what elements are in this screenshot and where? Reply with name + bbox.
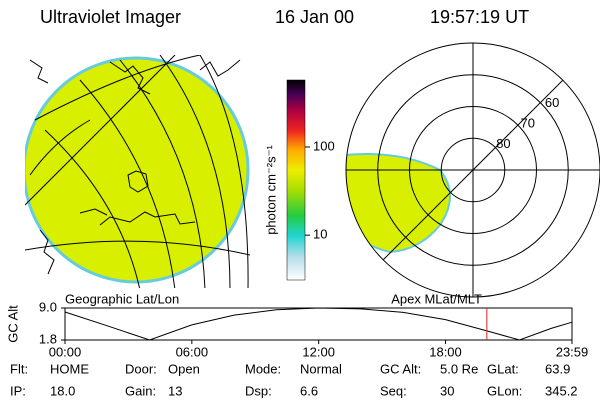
coastline [39, 229, 55, 275]
coastline [109, 61, 151, 95]
status-label: Mode: [245, 361, 281, 376]
lat-label: 80 [496, 136, 510, 151]
status-value: 30 [440, 383, 454, 398]
status-label: GLon: [487, 383, 522, 398]
status-label: Gain: [125, 383, 156, 398]
ring [409, 106, 537, 234]
y-tick-label: 1.8 [39, 331, 57, 346]
coastline [29, 59, 49, 84]
status-label: Seq: [380, 383, 407, 398]
ring [377, 74, 569, 266]
status-label: Door: [125, 361, 157, 376]
status-label: Dsp: [245, 383, 272, 398]
lon-line [44, 129, 141, 288]
color-bar-label: photon cm⁻²s⁻¹ [263, 145, 278, 235]
status-value: Open [168, 361, 200, 376]
polar-grid: 807060126018 [345, 42, 600, 298]
status-label: GC Alt: [380, 361, 421, 376]
lon-line [159, 55, 231, 288]
polar-image [346, 153, 451, 254]
status-label: IP: [10, 383, 26, 398]
altitude-label: GC Alt [5, 305, 20, 343]
time: 19:57:19 UT [430, 7, 529, 27]
altitude-curve [64, 307, 573, 341]
lat-line [25, 240, 250, 256]
status-value: 18.0 [50, 383, 75, 398]
status-value: 5.0 Re [440, 361, 478, 376]
ring [345, 42, 600, 298]
lon-line [25, 55, 176, 206]
geo-title: Geographic Lat/Lon [65, 291, 179, 306]
status-value: 13 [168, 383, 182, 398]
geo-image [25, 55, 250, 288]
x-tick-label: 00:00 [49, 344, 82, 359]
lat-line [29, 119, 91, 176]
title: Ultraviolet Imager [40, 7, 181, 27]
spoke [382, 79, 564, 261]
status-label: GLat: [487, 361, 519, 376]
status-value: 345.2 [545, 383, 578, 398]
lat-label: 70 [521, 115, 535, 130]
status-label: Flt: [10, 361, 28, 376]
lon-line [79, 79, 176, 288]
altitude-plot: 9.0 1.800:00 06:00 12:00 18:00 23:59 [39, 299, 588, 359]
altitude-frame [64, 307, 573, 341]
coastline [79, 208, 108, 216]
color-bar [286, 79, 306, 281]
status-value: HOME [50, 361, 89, 376]
coastline [99, 211, 196, 226]
tick-label: 10 [313, 227, 327, 242]
lat-label: 60 [545, 95, 559, 110]
coastline [127, 170, 149, 193]
emission-disk [25, 56, 250, 284]
status-value: 6.6 [300, 383, 318, 398]
date: 16 Jan 00 [275, 7, 354, 27]
lon-line [199, 55, 249, 288]
color-bar-ticks: 10 100 [305, 138, 335, 242]
x-tick-label: 12:00 [302, 344, 335, 359]
status-value: Normal [300, 361, 342, 376]
lat-line [34, 55, 201, 121]
x-tick-label: 06:00 [176, 344, 209, 359]
tick-label: 100 [313, 138, 335, 153]
x-tick-label: 18:00 [429, 344, 462, 359]
auroral-oval [346, 153, 451, 254]
status-value: 63.9 [545, 361, 570, 376]
y-tick-label: 9.0 [39, 299, 57, 314]
ring [440, 137, 506, 203]
coastline [199, 59, 241, 77]
polar-title: Apex MLat/MLT [391, 291, 482, 306]
status-panel: Flt: HOME Door: Open Mode: Normal GC Alt: 5.0 R… [10, 361, 578, 398]
x-tick-label: 23:59 [556, 344, 589, 359]
